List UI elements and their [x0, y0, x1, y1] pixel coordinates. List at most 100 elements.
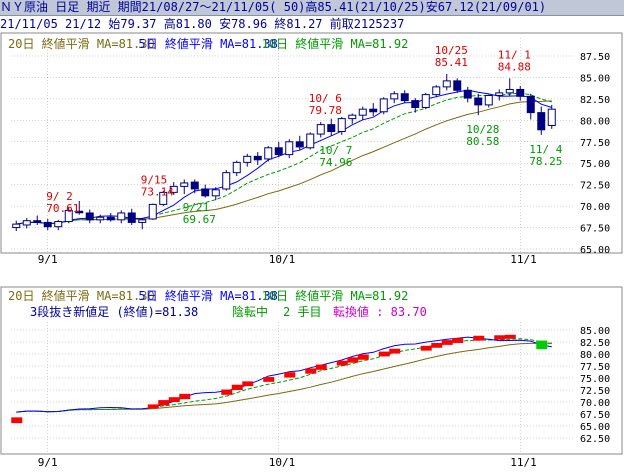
renko-brick — [147, 404, 159, 409]
candle-body — [253, 155, 262, 161]
candle-body — [243, 155, 252, 163]
renko-brick — [357, 354, 369, 360]
renko-y-tick: 70.00 — [580, 398, 610, 409]
candle-body — [222, 172, 231, 190]
candle-body — [285, 141, 294, 156]
price-x-tick: 11/1 — [510, 253, 537, 266]
renko-brick — [473, 335, 485, 341]
annotation-date: 10/ 7 — [319, 144, 352, 157]
candle-body — [358, 108, 367, 116]
price-y-tick: 82.50 — [580, 95, 610, 106]
candle-body — [159, 191, 168, 205]
renko-ma10-line — [16, 338, 552, 413]
renko-info-prefix: 3段抜き新値足 (終値)=81.38 — [30, 304, 198, 319]
price-y-tick: 67.50 — [580, 224, 610, 235]
annotation-date: 9/15 — [141, 174, 168, 187]
price-x-tick: 9/1 — [38, 253, 58, 266]
renko-brick — [336, 360, 348, 366]
candle-body — [201, 188, 210, 197]
renko-brick — [263, 377, 275, 382]
renko-brick — [179, 393, 191, 400]
price-y-tick: 87.50 — [580, 52, 610, 63]
candle-body — [43, 221, 52, 228]
renko-ma20-line — [16, 342, 552, 413]
renko-brick — [221, 389, 233, 395]
price-legend-1: 5日 終値平滑 MA=81.38 — [138, 36, 277, 51]
renko-brick — [305, 368, 317, 374]
price-y-tick: 80.00 — [580, 116, 610, 127]
renko-panel-frame — [0, 286, 623, 455]
candle-body — [22, 220, 31, 226]
renko-brick — [231, 384, 243, 390]
candle-body — [348, 114, 357, 120]
candle-body — [505, 88, 514, 94]
renko-brick — [315, 364, 327, 370]
renko-brick — [431, 342, 443, 348]
candle-body — [421, 94, 430, 108]
renko-info-state: 陰転中 — [232, 304, 268, 319]
renko-brick — [536, 340, 548, 350]
renko-brick — [284, 372, 296, 378]
candle-body — [442, 80, 451, 88]
candle-body — [390, 93, 399, 100]
candle-body — [12, 223, 21, 229]
candle-body — [337, 118, 346, 132]
annotation-date: 11/ 1 — [498, 48, 531, 61]
candle-body — [211, 189, 220, 197]
annotation-date: 10/28 — [466, 123, 499, 136]
candle-body — [516, 88, 525, 97]
price-y-tick: 70.00 — [580, 202, 610, 213]
annotation-value: 80.58 — [466, 135, 499, 148]
price-legend-2: 10日 終値平滑 MA=81.92 — [262, 36, 409, 51]
renko-brick — [494, 335, 506, 340]
candle-body — [495, 92, 504, 96]
annotation-value: 70.61 — [46, 202, 79, 215]
renko-brick — [452, 338, 464, 343]
renko-brick — [168, 397, 180, 402]
candle-body — [106, 216, 115, 221]
candle-body — [474, 97, 483, 106]
candle-body — [264, 147, 273, 160]
annotation-date: 10/ 6 — [309, 92, 342, 105]
candle-body — [453, 80, 462, 91]
renko-legend-1: 5日 終値平滑 MA=81.38 — [138, 288, 277, 303]
renko-y-tick: 77.50 — [580, 362, 610, 373]
candle-body — [180, 182, 189, 187]
candle-body — [306, 133, 315, 149]
renko-brick — [504, 334, 516, 339]
renko-y-tick: 65.00 — [580, 422, 610, 433]
candle-body — [295, 141, 304, 148]
renko-legend-0: 20日 終値平滑 MA=81.30 — [8, 288, 155, 303]
price-y-tick: 65.00 — [580, 245, 610, 256]
candle-body — [169, 185, 178, 193]
candle-body — [400, 93, 409, 102]
candle-body — [369, 108, 378, 113]
annotation-date: 11/ 4 — [529, 143, 562, 156]
annotation-value: 85.41 — [435, 56, 468, 69]
candle-body — [33, 220, 42, 223]
renko-brick — [11, 417, 23, 424]
renko-x-tick: 9/1 — [38, 456, 58, 469]
candle-body — [64, 209, 73, 223]
candle-body — [379, 98, 388, 113]
price-y-tick: 72.50 — [580, 181, 610, 192]
annotation-date: 10/25 — [435, 44, 468, 57]
renko-x-tick: 10/1 — [269, 456, 296, 469]
price-y-tick: 75.00 — [580, 159, 610, 170]
annotation-value: 84.88 — [498, 60, 531, 73]
renko-brick — [242, 381, 254, 387]
candle-body — [75, 210, 84, 214]
renko-y-tick: 75.00 — [580, 374, 610, 385]
annotation-value: 74.96 — [319, 156, 352, 169]
candle-body — [537, 112, 546, 131]
candle-body — [148, 203, 157, 220]
price-ma10-line — [16, 92, 552, 225]
price-ma20-line — [16, 100, 552, 225]
candle-body — [547, 108, 556, 126]
candle-body — [526, 95, 535, 114]
renko-y-tick: 62.50 — [580, 434, 610, 445]
renko-x-tick: 11/1 — [510, 456, 537, 469]
renko-brick — [389, 348, 401, 354]
